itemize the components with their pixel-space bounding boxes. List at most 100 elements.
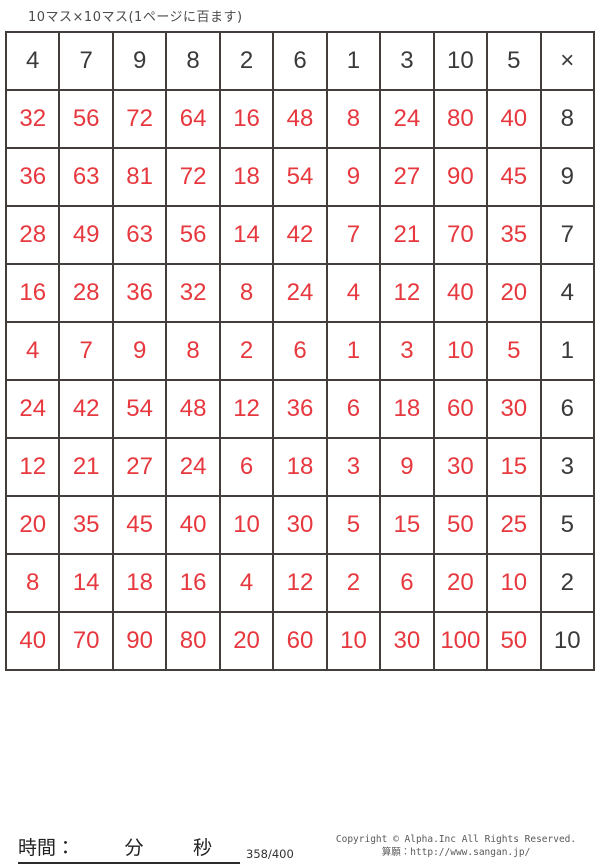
page-indicator: 358/400 <box>246 847 294 861</box>
grid-answer-cell: 36 <box>4 147 61 207</box>
page-title: 10マス×10マス(1ページに百ます) <box>28 10 243 25</box>
grid-answer-cell: 10 <box>432 321 489 381</box>
grid-answer-cell: 42 <box>272 205 328 265</box>
grid-answer-cell: 6 <box>218 437 275 497</box>
grid-answer-cell: 7 <box>58 321 114 381</box>
grid-answer-cell: 20 <box>486 263 542 323</box>
grid-header-cell: 9 <box>111 31 168 91</box>
grid-row: 28 49 63 56 14 42 7 21 70 35 7 <box>4 205 596 265</box>
grid-answer-cell: 20 <box>432 553 489 613</box>
minutes-label: 分 <box>124 837 144 859</box>
grid-answer-cell: 4 <box>325 263 382 323</box>
grid-answer-cell: 21 <box>58 437 114 497</box>
grid-answer-cell: 90 <box>432 147 489 207</box>
grid-answer-cell: 72 <box>165 147 221 207</box>
grid-multiplier-cell: 5 <box>539 495 596 555</box>
grid-answer-cell: 50 <box>486 611 542 671</box>
seconds-label: 秒 <box>192 837 212 859</box>
grid-answer-cell: 4 <box>218 553 275 613</box>
grid-row: 20 35 45 40 10 30 5 15 50 25 5 <box>4 495 596 555</box>
grid-answer-cell: 15 <box>486 437 542 497</box>
grid-answer-cell: 4 <box>4 321 61 381</box>
grid-answer-cell: 3 <box>325 437 382 497</box>
copyright-text: Copyright © Alpha.Inc All Rights Reserve… <box>335 834 577 845</box>
grid-answer-cell: 6 <box>379 553 435 613</box>
grid-row: 40 70 90 80 20 60 10 30 100 50 10 <box>4 611 596 671</box>
grid-header-cell: 6 <box>272 31 328 91</box>
grid-answer-cell: 24 <box>272 263 328 323</box>
grid-answer-cell: 8 <box>325 89 382 149</box>
grid-answer-cell: 48 <box>165 379 221 439</box>
grid-header-cell: 3 <box>379 31 435 91</box>
time-label: 時間： <box>18 837 76 859</box>
grid-answer-cell: 30 <box>486 379 542 439</box>
grid-answer-cell: 18 <box>111 553 168 613</box>
grid-answer-cell: 48 <box>272 89 328 149</box>
grid-answer-cell: 81 <box>111 147 168 207</box>
grid-header-row: 4 7 9 8 2 6 1 3 10 5 × <box>4 31 596 91</box>
grid-multiplier-cell: 7 <box>539 205 596 265</box>
time-entry-line: 時間： 分 秒 <box>18 833 240 864</box>
grid-answer-cell: 60 <box>432 379 489 439</box>
grid-answer-cell: 36 <box>272 379 328 439</box>
grid-answer-cell: 12 <box>4 437 61 497</box>
grid-row: 12 21 27 24 6 18 3 9 30 15 3 <box>4 437 596 497</box>
grid-row: 16 28 36 32 8 24 4 12 40 20 4 <box>4 263 596 323</box>
grid-answer-cell: 10 <box>325 611 382 671</box>
grid-answer-cell: 12 <box>379 263 435 323</box>
grid-answer-cell: 35 <box>486 205 542 265</box>
grid-answer-cell: 42 <box>58 379 114 439</box>
grid-answer-cell: 1 <box>325 321 382 381</box>
grid-header-cell: 8 <box>165 31 221 91</box>
grid-multiplier-cell: 2 <box>539 553 596 613</box>
grid-answer-cell: 18 <box>272 437 328 497</box>
grid-answer-cell: 20 <box>4 495 61 555</box>
grid-answer-cell: 2 <box>218 321 275 381</box>
grid-multiplier-cell: 8 <box>539 89 596 149</box>
grid-multiplier-cell: 1 <box>539 321 596 381</box>
grid-answer-cell: 14 <box>218 205 275 265</box>
grid-answer-cell: 30 <box>432 437 489 497</box>
grid-answer-cell: 72 <box>111 89 168 149</box>
grid-answer-cell: 56 <box>58 89 114 149</box>
grid-answer-cell: 63 <box>111 205 168 265</box>
grid-answer-cell: 8 <box>165 321 221 381</box>
grid-answer-cell: 63 <box>58 147 114 207</box>
grid-answer-cell: 24 <box>165 437 221 497</box>
grid-header-cell: 4 <box>4 31 61 91</box>
grid-answer-cell: 32 <box>165 263 221 323</box>
grid-header-cell: 5 <box>486 31 542 91</box>
multiply-operator-cell: × <box>539 31 596 91</box>
grid-answer-cell: 15 <box>379 495 435 555</box>
grid-answer-cell: 14 <box>58 553 114 613</box>
grid-answer-cell: 45 <box>111 495 168 555</box>
grid-answer-cell: 9 <box>325 147 382 207</box>
grid-header-cell: 10 <box>432 31 489 91</box>
grid-answer-cell: 27 <box>111 437 168 497</box>
grid-answer-cell: 100 <box>432 611 489 671</box>
grid-answer-cell: 24 <box>4 379 61 439</box>
grid-multiplier-cell: 4 <box>539 263 596 323</box>
grid-answer-cell: 64 <box>165 89 221 149</box>
grid-answer-cell: 35 <box>58 495 114 555</box>
grid-answer-cell: 9 <box>111 321 168 381</box>
grid-answer-cell: 24 <box>379 89 435 149</box>
grid-answer-cell: 32 <box>4 89 61 149</box>
grid-answer-cell: 25 <box>486 495 542 555</box>
grid-multiplier-cell: 10 <box>539 611 596 671</box>
grid-answer-cell: 56 <box>165 205 221 265</box>
grid-answer-cell: 6 <box>272 321 328 381</box>
grid-multiplier-cell: 6 <box>539 379 596 439</box>
credits-block: Copyright © Alpha.Inc All Rights Reserve… <box>320 833 592 859</box>
grid-header-cell: 1 <box>325 31 382 91</box>
grid-answer-cell: 45 <box>486 147 542 207</box>
grid-answer-cell: 18 <box>218 147 275 207</box>
grid-answer-cell: 21 <box>379 205 435 265</box>
grid-answer-cell: 70 <box>58 611 114 671</box>
site-url-text: 算願：http://www.sangan.jp/ <box>381 847 531 858</box>
grid-row: 36 63 81 72 18 54 9 27 90 45 9 <box>4 147 596 207</box>
grid-answer-cell: 10 <box>218 495 275 555</box>
grid-answer-cell: 7 <box>325 205 382 265</box>
multiplication-grid: 4 7 9 8 2 6 1 3 10 5 × 32 56 72 64 16 48 8 24 80 40 8 36 63 81 72… <box>4 31 596 671</box>
